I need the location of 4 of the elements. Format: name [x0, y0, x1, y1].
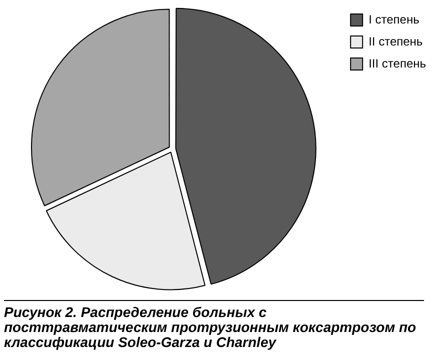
legend-label: III степень — [368, 56, 426, 70]
text: Рисунок 2. Распределение больных с посттравматическим протрузионным коксартрозом по классификации Soleo-Garza и Charnley — [4, 304, 418, 350]
legend-label: I степень — [368, 12, 420, 26]
legend-label: II степень — [368, 34, 423, 48]
